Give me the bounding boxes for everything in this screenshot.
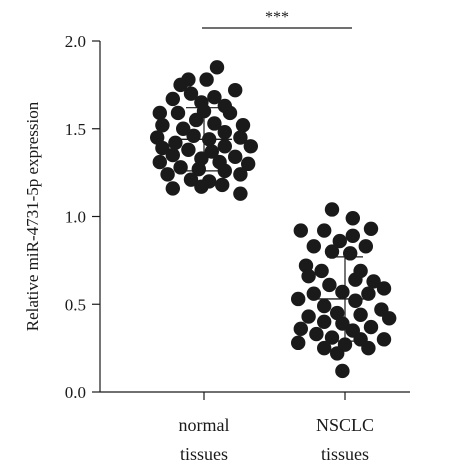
- y-tick-label: 1.0: [65, 208, 86, 227]
- data-point: [376, 332, 392, 347]
- summary-statistics: [176, 107, 373, 342]
- data-point: [348, 272, 363, 287]
- data-point: [376, 281, 392, 296]
- data-point: [361, 286, 376, 301]
- data-point: [363, 319, 379, 335]
- data-point: [345, 211, 360, 226]
- data-point: [204, 144, 219, 159]
- data-point: [241, 156, 256, 172]
- data-point: [189, 112, 204, 128]
- data-point: [191, 161, 206, 177]
- data-point: [228, 82, 243, 98]
- data-point: [293, 223, 308, 238]
- data-point: [306, 239, 321, 254]
- data-point: [243, 139, 258, 154]
- y-tick-label: 0.5: [65, 295, 86, 314]
- data-point: [324, 202, 340, 217]
- data-point: [183, 172, 199, 187]
- data-points: [150, 60, 397, 379]
- data-point: [233, 186, 248, 201]
- data-point: [222, 105, 238, 121]
- data-point: [332, 233, 347, 249]
- data-point: [181, 142, 196, 158]
- data-point: [165, 91, 180, 107]
- data-point: [301, 309, 316, 324]
- data-point: [176, 121, 191, 136]
- data-point: [363, 221, 379, 236]
- data-point: [235, 118, 251, 133]
- data-point: [233, 167, 248, 182]
- data-point: [160, 167, 175, 182]
- data-point: [322, 277, 337, 293]
- data-point: [330, 346, 345, 361]
- data-point: [358, 239, 373, 254]
- data-point: [291, 335, 306, 351]
- data-point: [152, 154, 167, 170]
- y-axis-title: Relative miR-4731-5p expression: [23, 101, 42, 331]
- data-point: [291, 291, 306, 307]
- data-point: [183, 86, 199, 101]
- data-point: [207, 89, 222, 105]
- data-point: [209, 60, 225, 75]
- data-point: [345, 228, 360, 244]
- data-point: [361, 340, 376, 356]
- data-point: [335, 316, 350, 331]
- data-point: [186, 128, 201, 143]
- y-tick-label: 1.5: [65, 120, 86, 139]
- data-point: [382, 311, 397, 326]
- data-point: [199, 72, 214, 87]
- x-category-label-line2: tissues: [321, 444, 369, 464]
- data-point: [309, 326, 324, 342]
- data-point: [317, 340, 332, 356]
- data-point: [317, 223, 332, 238]
- data-point: [348, 293, 363, 308]
- data-point: [165, 147, 180, 163]
- data-point: [228, 149, 243, 165]
- data-point: [233, 130, 248, 145]
- data-point: [317, 298, 332, 314]
- x-axis: normal tissues NSCLC tissues: [100, 391, 410, 464]
- significance-annotation: ***: [202, 9, 352, 29]
- data-point: [353, 307, 368, 322]
- data-point: [301, 268, 316, 284]
- data-point: [335, 284, 350, 300]
- data-point: [317, 314, 332, 329]
- data-point: [173, 160, 188, 175]
- y-tick-label: 0.0: [65, 383, 86, 402]
- data-point: [217, 163, 232, 179]
- data-point: [155, 140, 170, 156]
- x-category-label-line1: NSCLC: [316, 415, 374, 435]
- y-axis: 0.0 0.5 1.0 1.5 2.0 Relative miR-4731-5p expr…: [23, 32, 101, 402]
- data-point: [335, 363, 350, 379]
- data-point: [173, 77, 188, 93]
- data-point: [293, 321, 308, 337]
- data-point: [366, 274, 381, 289]
- x-category-label-line2: tissues: [180, 444, 228, 464]
- y-tick-label: 2.0: [65, 32, 86, 51]
- x-category-label-line1: normal: [179, 415, 230, 435]
- data-point: [165, 181, 180, 196]
- data-point: [152, 105, 167, 121]
- data-point: [155, 118, 170, 133]
- data-point: [306, 286, 321, 301]
- data-point: [215, 177, 230, 193]
- significance-stars: ***: [265, 9, 289, 26]
- data-point: [314, 263, 329, 279]
- data-point: [194, 179, 209, 194]
- data-point: [207, 116, 222, 131]
- data-point: [217, 139, 232, 154]
- data-point: [168, 135, 183, 150]
- data-point: [170, 105, 186, 121]
- data-point: [324, 244, 340, 259]
- data-point: [217, 125, 232, 140]
